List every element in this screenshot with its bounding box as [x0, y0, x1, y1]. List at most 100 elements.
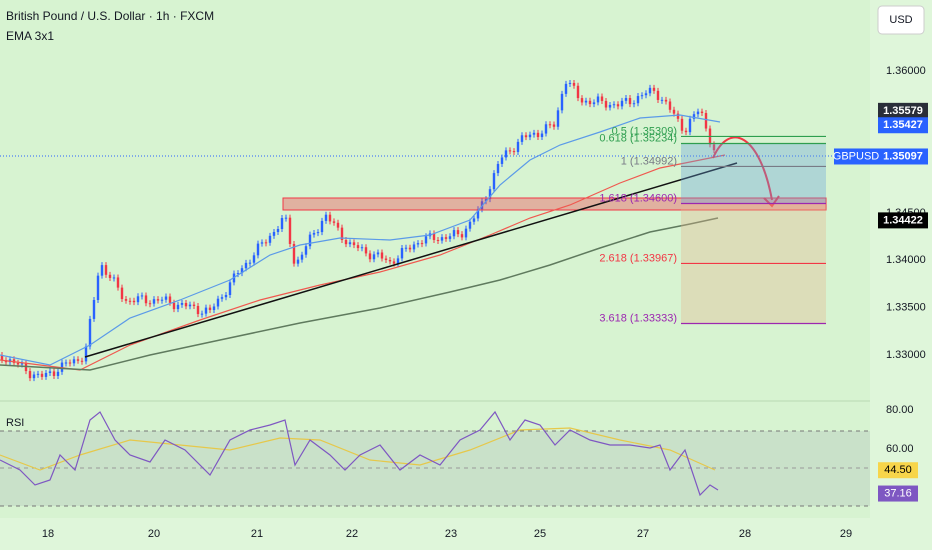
price-tick-label: 1.34000 — [886, 254, 926, 266]
rsi-tick-label: 60.00 — [886, 443, 914, 455]
candle — [288, 217, 292, 244]
price-tag — [878, 102, 928, 119]
candle — [588, 100, 592, 105]
candle — [548, 124, 552, 126]
candle — [704, 113, 708, 129]
candle — [408, 247, 412, 250]
candle — [352, 242, 356, 246]
candle — [88, 318, 92, 347]
candle — [648, 87, 652, 94]
candle — [436, 239, 440, 241]
candle — [168, 296, 172, 303]
candle — [456, 230, 460, 235]
symbol-tag — [834, 148, 878, 165]
price-tag-label: 1.35097 — [883, 150, 923, 162]
candle — [144, 295, 148, 304]
candle — [100, 265, 104, 276]
candle — [616, 104, 620, 107]
candle — [712, 144, 716, 151]
candle — [508, 150, 512, 152]
candle — [164, 296, 168, 300]
candle — [448, 236, 452, 239]
candle — [592, 102, 596, 105]
candle — [272, 232, 276, 236]
candle — [184, 302, 188, 307]
price-tag-label: 1.34422 — [883, 214, 923, 226]
candle — [444, 237, 448, 239]
candle — [240, 268, 244, 274]
candle — [452, 230, 456, 237]
fib-label: 1 (1.34992) — [621, 155, 677, 167]
candle — [328, 214, 332, 222]
candle — [608, 104, 612, 108]
candle — [280, 218, 284, 230]
candle — [636, 96, 640, 104]
candle — [52, 371, 56, 376]
candle — [660, 99, 664, 101]
candle — [432, 233, 436, 240]
candle — [20, 363, 24, 365]
arrow-head — [763, 195, 780, 208]
candle — [368, 253, 372, 260]
rsi-tag — [878, 485, 918, 502]
price-tick-label: 1.33500 — [886, 302, 926, 314]
candle — [564, 83, 568, 94]
candle — [644, 93, 648, 96]
candle — [584, 100, 588, 103]
candle — [292, 243, 296, 264]
candle — [624, 98, 628, 101]
candle — [136, 296, 140, 303]
candle — [0, 355, 4, 361]
candle — [600, 96, 604, 101]
ema-slow — [0, 217, 719, 371]
fib-label: 0.618 (1.35234) — [599, 132, 677, 144]
time-label: 21 — [251, 528, 263, 540]
candle — [540, 133, 544, 138]
candle — [572, 82, 576, 86]
candle — [216, 298, 220, 307]
candle — [536, 132, 540, 138]
candle — [568, 82, 572, 84]
candle — [700, 111, 704, 114]
candle — [180, 302, 184, 305]
ema-fast — [0, 114, 721, 366]
candle — [24, 363, 28, 372]
candle — [244, 262, 248, 269]
candle — [376, 252, 380, 255]
indicator: EMA 3x1 — [6, 29, 54, 43]
candle — [148, 303, 152, 305]
candle — [116, 277, 120, 288]
candle — [528, 134, 532, 138]
candle — [524, 135, 528, 138]
arrow — [712, 136, 773, 201]
candle — [80, 360, 84, 362]
candle — [36, 373, 40, 375]
candle — [268, 235, 272, 243]
symbol-label: GBPUSD — [833, 150, 880, 162]
fib-label: 1.618 (1.34600) — [599, 192, 677, 204]
candle — [396, 258, 400, 264]
candle — [296, 259, 300, 264]
candle — [384, 258, 388, 261]
candle — [72, 359, 76, 364]
candle — [668, 101, 672, 110]
candle — [560, 93, 564, 111]
candle — [516, 141, 520, 152]
candle — [492, 173, 496, 190]
candle — [176, 304, 180, 310]
time-label: 29 — [840, 528, 852, 540]
candle — [192, 304, 196, 306]
candle — [552, 124, 556, 127]
time-axis-panel — [0, 518, 932, 550]
candle — [324, 214, 328, 221]
candle — [344, 239, 348, 245]
candle — [208, 307, 212, 311]
candle — [504, 150, 508, 158]
candle — [460, 234, 464, 238]
candle — [304, 246, 308, 255]
currency-button[interactable] — [877, 5, 925, 35]
candle — [412, 244, 416, 250]
time-label: 25 — [534, 528, 546, 540]
candle — [424, 236, 428, 244]
